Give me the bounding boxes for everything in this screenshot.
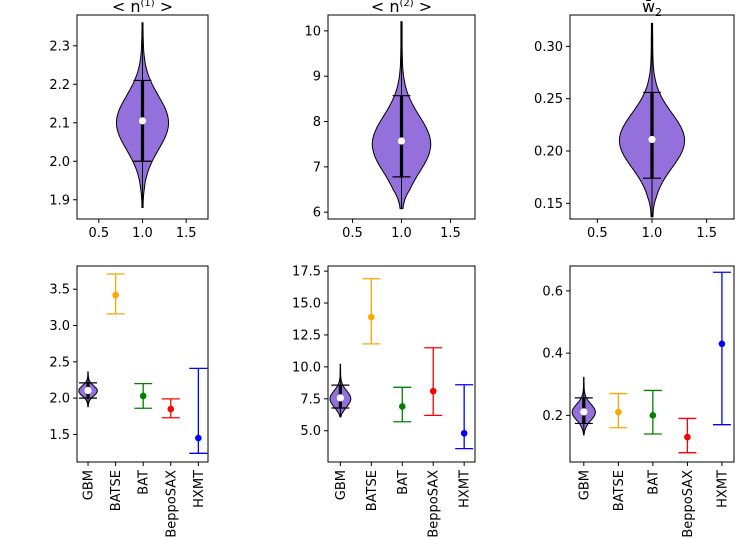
panel-2: 6 7 8 9 10 0.5 1.0 1.5 < n(2) > [304, 0, 476, 241]
axes-frame [76, 265, 209, 463]
violin-median-point [648, 135, 656, 144]
x-category-label: GBM [82, 470, 97, 500]
y-tick-label: 3.5 [49, 283, 70, 298]
y-tick-label: 3.0 [49, 319, 70, 334]
x-category-label: GBM [577, 470, 592, 500]
panel-title: w̄2 [642, 0, 662, 19]
x-category-label: BATSE [612, 470, 627, 511]
y-tick-label: 0.25 [534, 92, 563, 107]
y-tick-label: 10.0 [292, 360, 321, 375]
axes-frame [569, 14, 735, 220]
y-tick-label: 2.0 [49, 392, 70, 407]
axes-frame [327, 265, 476, 463]
errorbar-point [429, 387, 437, 395]
x-tick-label: 0.5 [88, 226, 109, 241]
title-main: w̄ [642, 0, 655, 16]
x-tick-label: 0.5 [342, 226, 363, 241]
errorbar-point [139, 392, 147, 400]
axes-frame [569, 265, 735, 463]
y-tick-label: 2.0 [49, 155, 70, 170]
errorbar-point [615, 408, 622, 416]
violin-median-point [138, 117, 147, 125]
y-tick-label: 0.2 [542, 409, 563, 424]
y-tick-label: 17.5 [292, 265, 321, 280]
x-category-label: BAT [646, 470, 661, 495]
y-tick-label: 1.5 [49, 428, 70, 443]
y-tick-label: 15.0 [292, 297, 321, 312]
title-main: < n [112, 0, 141, 16]
y-tick-label: 2.5 [49, 355, 70, 370]
violin-median-point [580, 408, 588, 416]
errorbar-point [167, 405, 175, 413]
errorbar-point [460, 429, 468, 437]
y-tick-label: 0.4 [542, 347, 563, 362]
x-category-label: GBM [334, 470, 349, 500]
errorbar-point [112, 291, 119, 299]
x-category-label: HXMT [458, 470, 473, 508]
y-tick-label: 2.3 [49, 39, 70, 54]
y-tick-label: 1.9 [49, 193, 70, 208]
y-tick-label: 7 [313, 160, 321, 175]
violin-median-point [397, 137, 406, 145]
y-tick-label: 9 [313, 70, 321, 85]
y-tick-label: 6 [313, 206, 321, 221]
errorbar-point [398, 403, 406, 410]
panel-6: 0.2 0.4 0.6 GBM BATSE BAT BeppoSAX HXMT [542, 265, 735, 538]
x-category-label: HXMT [192, 470, 207, 508]
title-subscript: 2 [655, 6, 662, 19]
y-tick-label: 0.6 [542, 284, 563, 299]
axes-frame [327, 14, 476, 220]
panel-5: 5.0 7.5 10.0 12.5 15.0 17.5 GBM BATSE BAT BeppoSA… [292, 265, 476, 538]
errorbar-point [195, 434, 202, 442]
x-tick-label: 1.0 [642, 226, 663, 241]
x-category-label: BeppoSAX [427, 470, 442, 538]
title-end: > [414, 0, 433, 16]
panel-4: 1.5 2.0 2.5 3.0 3.5 GBM BATSE BAT BeppoSAX HXMT [49, 265, 209, 538]
x-tick-label: 0.5 [587, 226, 608, 241]
x-category-label: BeppoSAX [681, 470, 696, 538]
panel-1: 1.9 2.0 2.1 2.2 2.3 0.5 1.0 1.5 < n(1) > [49, 0, 209, 241]
y-tick-label: 0.15 [534, 197, 563, 212]
x-category-label: BeppoSAX [164, 470, 179, 538]
errorbar-point [718, 340, 726, 348]
x-category-label: HXMT [715, 470, 730, 508]
x-category-label: BAT [137, 470, 152, 495]
x-tick-label: 1.5 [176, 226, 197, 241]
title-end: > [155, 0, 174, 16]
panel-title: < n(2) > [371, 0, 432, 16]
y-tick-label: 2.1 [49, 116, 70, 131]
errorbar-point [649, 412, 657, 419]
x-tick-label: 1.0 [391, 226, 412, 241]
x-tick-label: 1.0 [132, 226, 153, 241]
y-tick-label: 0.20 [534, 145, 563, 160]
y-tick-label: 0.30 [534, 40, 563, 55]
y-tick-label: 7.5 [300, 392, 321, 407]
x-category-label: BATSE [365, 470, 380, 511]
y-tick-label: 12.5 [292, 328, 321, 343]
panel-3: 0.15 0.20 0.25 0.30 0.5 1.0 1.5 w̄2 [534, 0, 735, 241]
x-category-label: BAT [396, 470, 411, 495]
violin-median-point [84, 386, 92, 395]
errorbar-point [368, 313, 375, 321]
x-category-label: BATSE [109, 470, 124, 511]
title-main: < n [371, 0, 400, 16]
y-tick-label: 10 [304, 24, 321, 39]
title-superscript: (1) [140, 0, 154, 9]
panel-title: < n(1) > [112, 0, 173, 16]
x-tick-label: 1.5 [696, 226, 717, 241]
y-tick-label: 2.2 [49, 78, 70, 93]
violin-median-point [336, 394, 344, 402]
errorbar-point [684, 433, 691, 441]
title-superscript: (2) [399, 0, 413, 9]
y-tick-label: 5.0 [300, 424, 321, 439]
x-tick-label: 1.5 [440, 226, 461, 241]
axes-frame [76, 14, 209, 220]
y-tick-label: 8 [313, 115, 321, 130]
